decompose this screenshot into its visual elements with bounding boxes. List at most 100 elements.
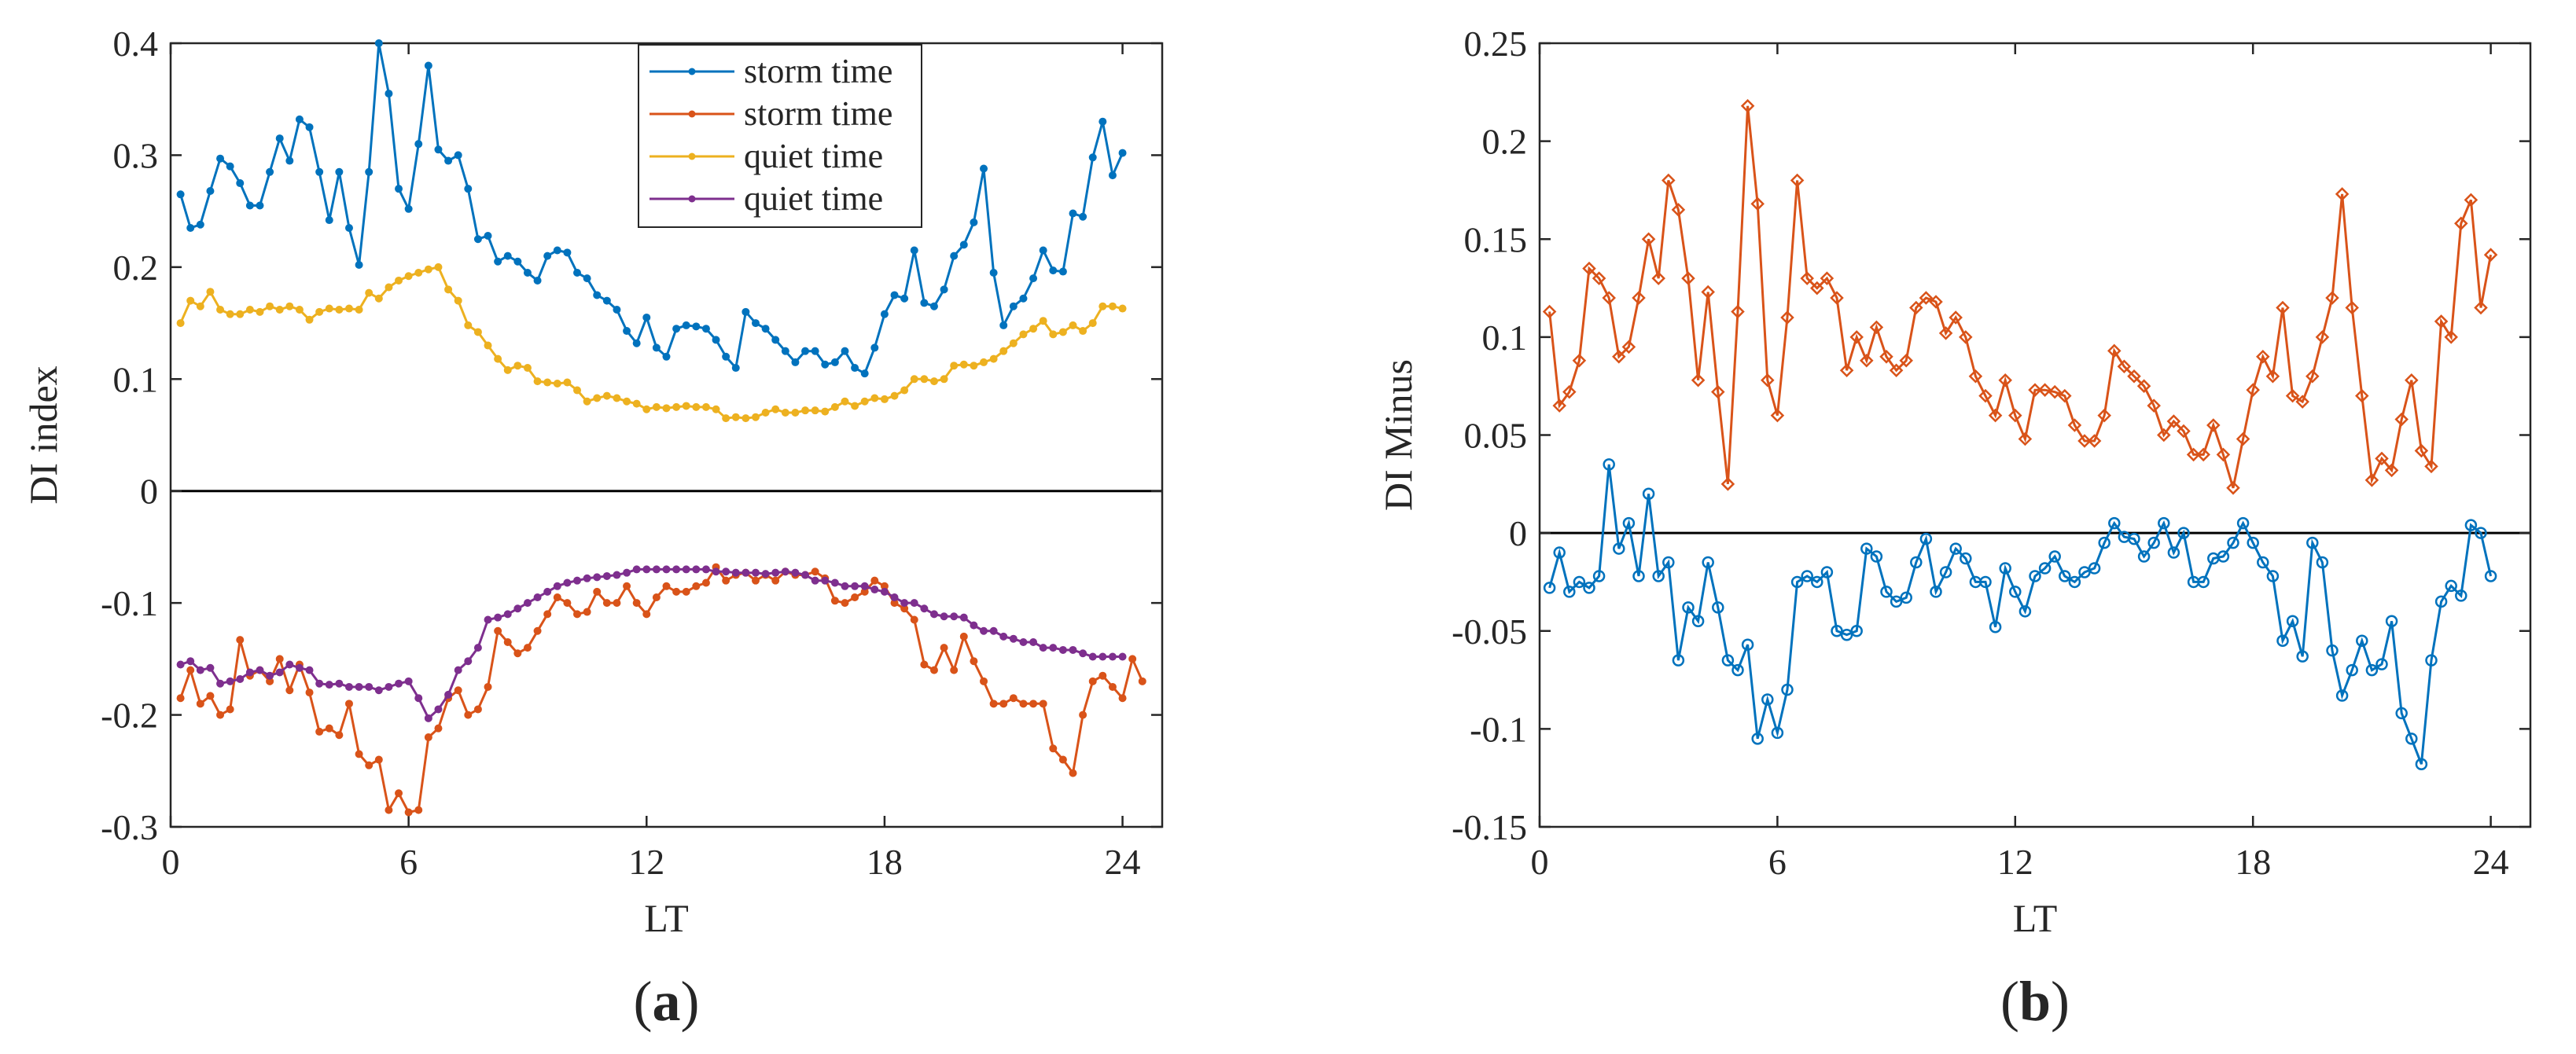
data-point	[365, 288, 374, 297]
data-point	[315, 307, 324, 316]
data-point	[2346, 663, 2358, 677]
x-tick-label: 0	[1531, 842, 1549, 882]
data-point	[613, 394, 621, 402]
data-point	[2326, 644, 2339, 657]
data-point	[2444, 330, 2458, 344]
data-point	[1979, 575, 1992, 589]
data-point	[404, 272, 413, 281]
data-point	[2097, 408, 2111, 423]
data-point	[1939, 566, 1952, 578]
data-point	[851, 593, 859, 602]
data-point	[2206, 418, 2221, 432]
data-point	[2256, 350, 2270, 364]
data-point	[959, 360, 968, 369]
data-point	[1998, 373, 2012, 387]
data-point	[266, 167, 274, 176]
data-point	[245, 201, 254, 210]
data-point	[1938, 326, 1953, 340]
data-point	[1751, 733, 1764, 745]
data-point	[1592, 271, 1606, 285]
data-point	[880, 587, 889, 596]
data-point	[632, 599, 641, 608]
data-point	[1701, 285, 1715, 299]
x-axis-label: LT	[644, 896, 689, 940]
data-point	[841, 582, 849, 590]
data-point	[295, 305, 304, 314]
data-point	[940, 375, 948, 384]
data-point	[1019, 637, 1028, 646]
series-4	[176, 565, 1127, 722]
data-point	[1029, 325, 1038, 333]
data-point	[890, 391, 899, 400]
data-point	[771, 576, 780, 585]
data-point	[206, 663, 215, 672]
data-point	[602, 391, 611, 400]
legend: storm time storm time quiet time quiet time	[638, 44, 922, 228]
data-point	[1118, 694, 1127, 703]
data-point	[1999, 562, 2011, 575]
data-point	[672, 325, 681, 333]
data-point	[642, 610, 651, 619]
y-tick-label: 0.4	[113, 24, 159, 64]
data-point	[731, 568, 740, 577]
data-point	[2158, 516, 2170, 530]
data-point	[701, 325, 710, 333]
data-point	[424, 733, 432, 742]
data-point	[1988, 408, 2003, 423]
data-point	[1889, 363, 1904, 378]
y-tick-label: -0.3	[101, 807, 158, 847]
data-point	[1849, 330, 1864, 344]
data-point	[2059, 570, 2071, 582]
y-tick-label: 0.25	[1464, 24, 1528, 64]
panel-b-chart: 0 6 12 18 24 -0.15 -0.1 -0.05 0 0.05 0.1 0.15 0.2 0.2…	[1376, 24, 2532, 1033]
data-point	[404, 808, 413, 817]
data-point	[722, 576, 730, 585]
data-point	[662, 582, 671, 590]
caption-open-paren: (	[634, 970, 653, 1033]
data-point	[1039, 700, 1047, 708]
data-point	[1592, 570, 1606, 582]
data-point	[623, 568, 631, 577]
data-point	[335, 305, 344, 314]
data-point	[543, 378, 552, 387]
legend-swatch-marker	[688, 68, 696, 75]
data-point	[642, 313, 651, 321]
data-point	[2067, 418, 2082, 432]
data-point	[771, 336, 780, 344]
data-point	[722, 567, 730, 576]
data-point	[860, 397, 869, 406]
data-point	[523, 364, 532, 373]
data-point	[2364, 473, 2379, 487]
axes-frame	[169, 42, 1164, 828]
data-point	[1741, 638, 1754, 651]
data-point	[395, 789, 403, 798]
data-point	[2177, 527, 2190, 539]
data-point	[1761, 373, 1775, 387]
data-point	[285, 686, 294, 695]
data-point	[404, 677, 413, 685]
data-point	[424, 714, 432, 722]
caption-letter: a	[653, 970, 681, 1033]
legend-swatch-marker	[688, 152, 696, 160]
data-point	[2247, 536, 2259, 549]
data-point	[950, 362, 959, 370]
data-point	[1138, 677, 1146, 685]
data-point	[1562, 384, 1577, 399]
data-point	[761, 570, 770, 578]
data-point	[1632, 291, 1646, 305]
data-point	[196, 220, 204, 229]
data-point	[2167, 546, 2180, 559]
data-point	[999, 347, 1008, 355]
data-point	[1029, 700, 1038, 708]
data-point	[771, 405, 780, 413]
data-point	[1069, 645, 1077, 654]
data-point	[513, 604, 522, 613]
data-point	[543, 610, 552, 619]
data-point	[712, 567, 720, 576]
data-point	[880, 310, 889, 318]
data-point	[2286, 615, 2299, 628]
data-point	[494, 257, 502, 266]
data-point	[275, 305, 284, 314]
data-point	[1702, 556, 1714, 569]
data-point	[929, 377, 938, 386]
